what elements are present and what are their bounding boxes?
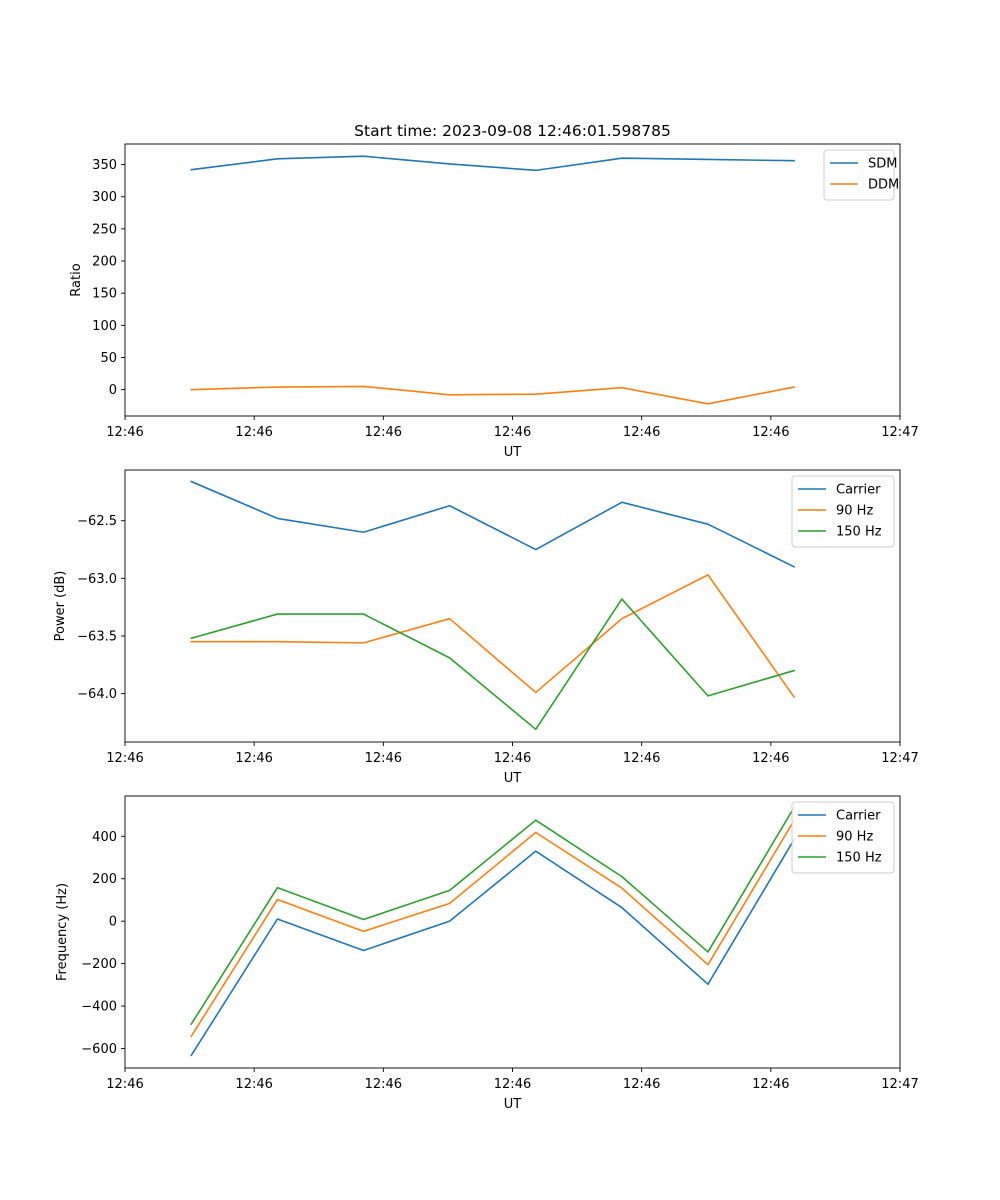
legend: SDM DDM	[823, 149, 899, 201]
x-tick-label: 12:46	[365, 425, 402, 440]
legend-label: Carrier	[836, 809, 881, 824]
series-line-150-hz	[190, 598, 796, 731]
frequency-panel: UT Frequency (Hz) 12:46 12:46 12:46 12:46 12…	[55, 795, 919, 1112]
y-tick-label: 300	[92, 190, 117, 205]
x-tick-label: 12:46	[752, 1077, 789, 1092]
x-axis-label: UT	[504, 445, 522, 460]
legend-label: Carrier	[836, 483, 881, 498]
legend: Carrier 90 Hz 150 Hz	[791, 475, 895, 548]
x-tick-label: 12:46	[623, 1077, 660, 1092]
x-tick-label: 12:46	[752, 425, 789, 440]
y-axis-label: Power (dB)	[53, 571, 68, 642]
x-tick-label: 12:46	[106, 751, 143, 766]
series-line-carrier	[190, 838, 796, 1057]
legend-label: 90 Hz	[836, 504, 873, 519]
y-tick-label: 0	[109, 915, 117, 930]
series-lines	[190, 155, 796, 405]
x-tick-label: 12:46	[752, 751, 789, 766]
y-tick-label: 0	[109, 383, 117, 398]
series-line-carrier	[190, 480, 796, 568]
x-tick-label: 12:46	[494, 751, 531, 766]
legend-label: DDM	[868, 178, 899, 193]
y-tick-label: −600	[81, 1042, 117, 1057]
series-line-ddm	[190, 385, 796, 405]
y-tick-label: −200	[81, 957, 117, 972]
y-tick-label: 150	[92, 287, 117, 302]
legend-box	[791, 475, 895, 548]
legend-label: 150 Hz	[836, 851, 882, 866]
x-axis-label: UT	[504, 771, 522, 786]
x-tick-label: 12:46	[494, 425, 531, 440]
y-axis-label: Ratio	[69, 263, 84, 296]
chart-title: Start time: 2023-09-08 12:46:01.598785	[354, 122, 671, 140]
ratio-panel: Start time: 2023-09-08 12:46:01.598785 U…	[69, 122, 919, 460]
series-lines	[190, 480, 796, 731]
y-tick-label: 200	[92, 255, 117, 270]
legend-box	[791, 801, 895, 874]
x-tick-label: 12:46	[106, 1077, 143, 1092]
legend-label: 90 Hz	[836, 830, 873, 845]
x-tick-label: 12:46	[235, 1077, 272, 1092]
x-tick-label: 12:46	[494, 1077, 531, 1092]
x-tick-label: 12:46	[235, 425, 272, 440]
x-tick-label: 12:46	[235, 751, 272, 766]
y-tick-label: 50	[100, 351, 117, 366]
series-line-90-hz	[190, 574, 796, 699]
series-lines	[190, 806, 796, 1057]
y-tick-label: −64.0	[77, 687, 117, 702]
series-line-150-hz	[190, 806, 796, 1026]
series-line-sdm	[190, 155, 795, 172]
x-tick-label: 12:47	[881, 425, 918, 440]
legend-label: 150 Hz	[836, 525, 882, 540]
series-line-90-hz	[190, 819, 796, 1038]
x-tick-label: 12:46	[365, 1077, 402, 1092]
y-tick-label: 400	[92, 830, 117, 845]
y-tick-label: −62.5	[77, 514, 117, 529]
y-tick-label: 350	[92, 158, 117, 173]
y-tick-label: −63.0	[77, 572, 117, 587]
y-tick-label: 200	[92, 872, 117, 887]
y-tick-label: 100	[92, 319, 117, 334]
x-tick-label: 12:46	[623, 425, 660, 440]
y-tick-label: −63.5	[77, 629, 117, 644]
y-tick-label: 250	[92, 222, 117, 237]
legend-label: SDM	[868, 157, 897, 172]
x-tick-label: 12:46	[106, 425, 143, 440]
y-tick-label: −400	[81, 1000, 117, 1015]
legend: Carrier 90 Hz 150 Hz	[791, 801, 895, 874]
x-tick-label: 12:46	[623, 751, 660, 766]
x-axis-label: UT	[504, 1097, 522, 1112]
power-panel: UT Power (dB) 12:46 12:46 12:46 12:46 12:46 1…	[53, 469, 919, 786]
x-tick-label: 12:47	[881, 751, 918, 766]
x-tick-label: 12:46	[365, 751, 402, 766]
x-tick-label: 12:47	[881, 1077, 918, 1092]
y-axis-label: Frequency (Hz)	[55, 883, 70, 981]
